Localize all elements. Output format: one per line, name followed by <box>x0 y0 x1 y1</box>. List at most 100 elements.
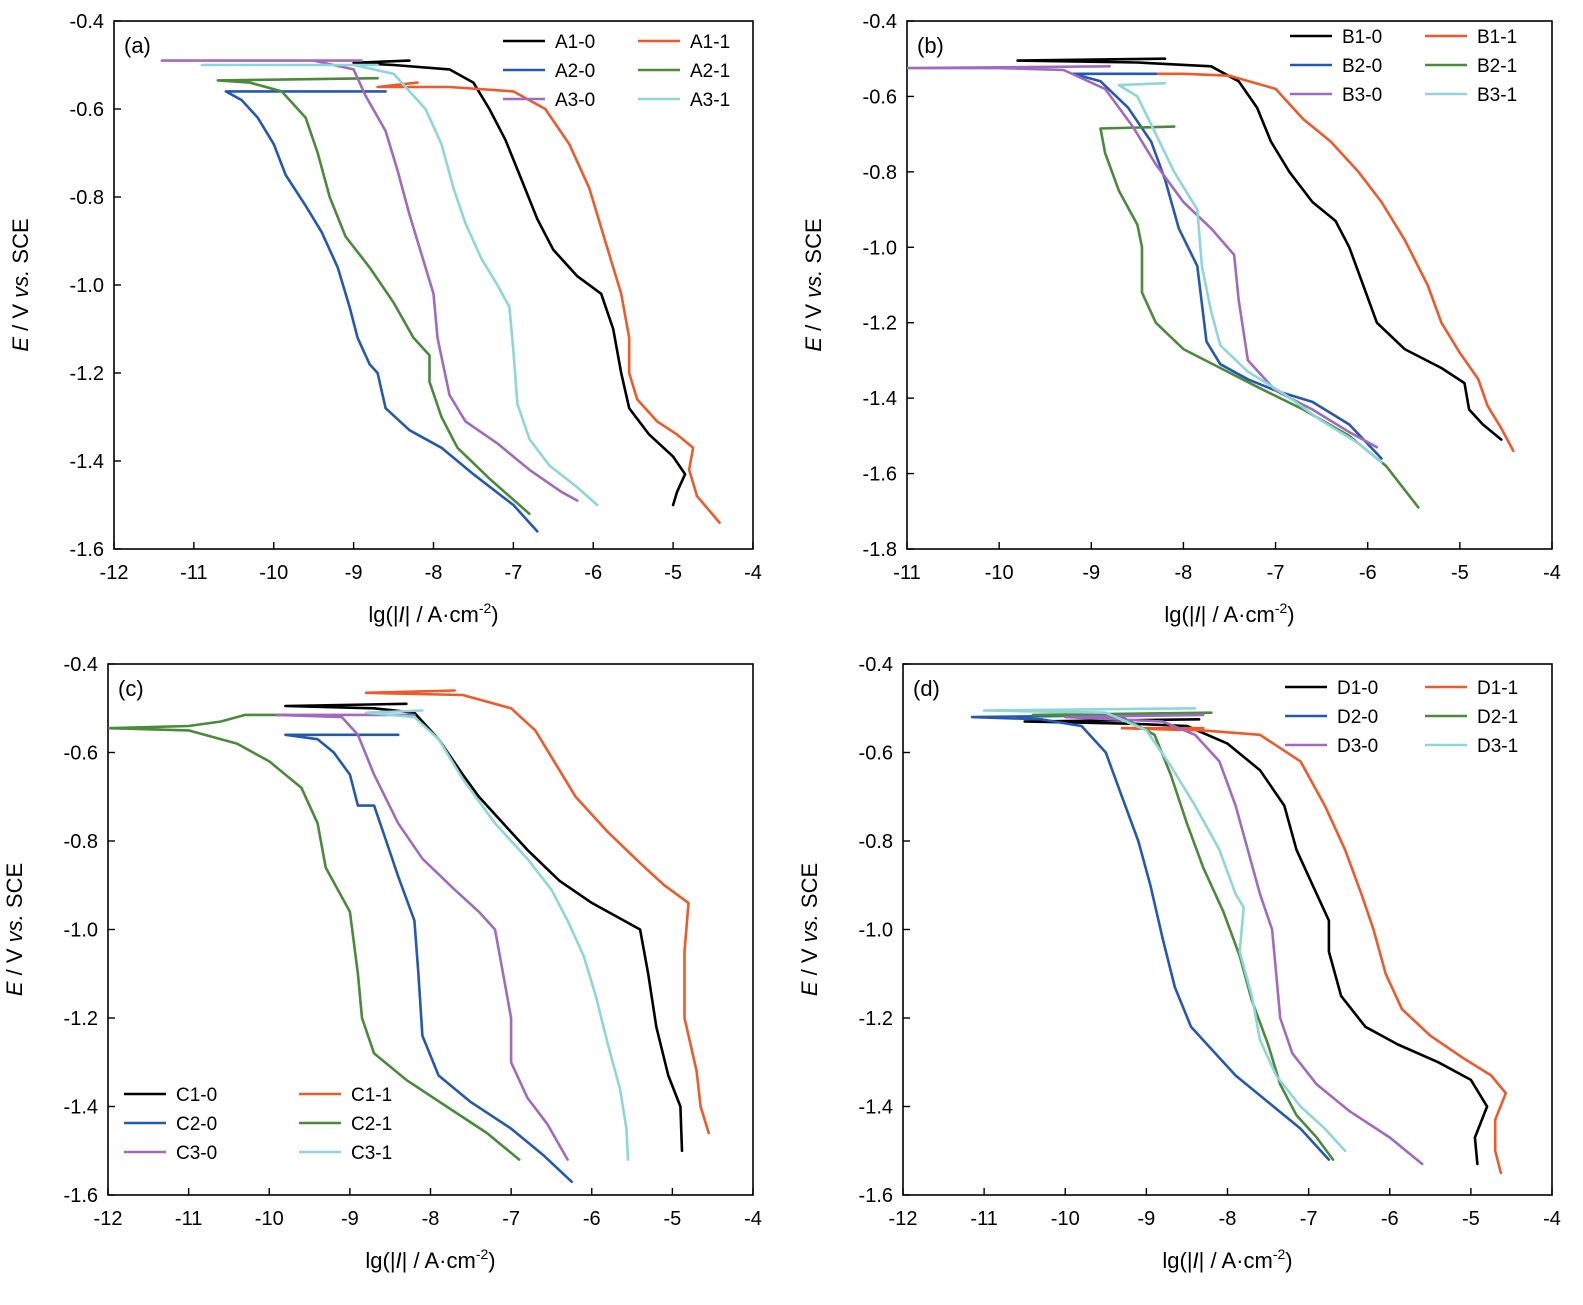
x-tick-label: -12 <box>94 1208 123 1230</box>
y-tick-label: -0.6 <box>64 743 98 765</box>
y-tick-label: -1.6 <box>70 539 104 561</box>
legend-label: C1-1 <box>351 1085 392 1106</box>
series-line-d2-1 <box>1031 711 1335 1161</box>
y-tick-label: -0.4 <box>64 654 98 676</box>
series-line-d1-1 <box>1120 726 1508 1175</box>
legend-label: A3-0 <box>555 90 595 111</box>
series-line-d1-0 <box>1023 718 1489 1166</box>
y-tick-label: -0.8 <box>64 831 98 853</box>
x-tick-label: -4 <box>1543 562 1561 584</box>
x-tick-label: -12 <box>100 562 129 584</box>
x-tick-label: -8 <box>1175 562 1193 584</box>
series-line-c3-1 <box>364 709 630 1161</box>
x-axis-title: lg(|I| / A·cm-2) <box>1164 600 1294 627</box>
series-line-d3-0 <box>1064 713 1424 1166</box>
y-tick-label: -1.0 <box>859 920 893 942</box>
x-tick-label: -10 <box>255 1208 284 1230</box>
x-tick-label: -7 <box>504 562 522 584</box>
legend-label: D2-1 <box>1477 707 1518 728</box>
x-tick-label: -7 <box>502 1208 520 1230</box>
x-axis-title: lg(|I| / A·cm-2) <box>368 600 498 627</box>
x-tick-label: -11 <box>175 1208 202 1230</box>
legend-label: D2-0 <box>1337 707 1378 728</box>
x-tick-label: -9 <box>345 562 363 584</box>
y-tick-label: -1.6 <box>64 1185 98 1207</box>
panel-label: (c) <box>118 676 144 701</box>
x-tick-label: -10 <box>1051 1208 1080 1230</box>
x-tick-label: -10 <box>985 562 1014 584</box>
x-tick-label: -6 <box>584 562 602 584</box>
x-tick-label: -4 <box>744 1208 762 1230</box>
y-axis-title: E / V vs. SCE <box>2 863 27 996</box>
y-tick-label: -1.4 <box>70 451 104 473</box>
y-tick-label: -1.2 <box>863 313 897 335</box>
legend-label: C3-0 <box>176 1143 217 1164</box>
series-line-c2-0 <box>284 733 573 1183</box>
panel-label: (b) <box>917 33 944 58</box>
series-line-d3-1 <box>982 707 1347 1153</box>
x-tick-label: -11 <box>180 562 207 584</box>
legend-label: D3-1 <box>1477 736 1518 757</box>
y-tick-label: -0.8 <box>859 831 893 853</box>
x-tick-label: -5 <box>1462 1208 1480 1230</box>
y-tick-label: -1.2 <box>64 1008 98 1030</box>
x-tick-label: -11 <box>970 1208 997 1230</box>
legend-label: A3-1 <box>690 90 730 111</box>
y-tick-label: -1.4 <box>863 388 897 410</box>
legend-label: D3-0 <box>1337 736 1378 757</box>
x-tick-label: -7 <box>1267 562 1285 584</box>
y-tick-label: -1.2 <box>70 363 104 385</box>
legend-label: B2-0 <box>1342 56 1382 77</box>
legend-label: B1-1 <box>1477 27 1517 48</box>
series-line-b3-1 <box>1117 81 1383 464</box>
y-tick-label: -0.4 <box>70 11 104 33</box>
x-tick-label: -9 <box>1082 562 1100 584</box>
legend-label: C2-0 <box>176 1114 217 1135</box>
x-tick-label: -6 <box>1381 1208 1399 1230</box>
x-tick-label: -8 <box>1219 1208 1237 1230</box>
x-tick-label: -8 <box>422 1208 440 1230</box>
series-line-a3-0 <box>160 59 579 502</box>
series-line-b1-1 <box>1154 72 1515 453</box>
chart-panel-2: -11 -10 -9 -8 -7 -6 -5 -4 -0.4 -0.6 -0.8 -1.0 -1.2 -1… <box>801 11 1561 627</box>
y-tick-label: -0.6 <box>70 99 104 121</box>
x-tick-label: -10 <box>259 562 288 584</box>
legend-label: C3-1 <box>351 1143 392 1164</box>
legend-label: A1-1 <box>690 32 730 53</box>
chart-panel-4: -12 -11 -10 -9 -8 -7 -6 -5 -4 -0.4 -0.6 -0.8 -1.0 -1.… <box>797 654 1561 1273</box>
y-tick-label: -0.8 <box>863 162 897 184</box>
legend-label: B3-1 <box>1477 85 1517 106</box>
series-line-a2-0 <box>224 90 539 533</box>
legend-label: A2-1 <box>690 61 730 82</box>
x-tick-label: -12 <box>889 1208 918 1230</box>
x-tick-label: -5 <box>664 562 682 584</box>
x-tick-label: -8 <box>425 562 443 584</box>
legend-label: C2-1 <box>351 1114 392 1135</box>
y-tick-label: -1.4 <box>64 1097 98 1119</box>
legend: A1-0 A1-1 A2-0 A2-1 A3-0 A3-1 <box>503 32 730 111</box>
panel-label: (a) <box>124 33 151 58</box>
series-line-a1-0 <box>352 59 687 507</box>
series-line-a1-1 <box>376 81 721 524</box>
x-tick-label: -5 <box>1451 562 1469 584</box>
y-tick-label: -1.6 <box>859 1185 893 1207</box>
legend-label: C1-0 <box>176 1085 217 1106</box>
legend-label: D1-0 <box>1337 678 1378 699</box>
x-tick-label: -9 <box>341 1208 359 1230</box>
legend-label: B1-0 <box>1342 27 1382 48</box>
panel-label: (d) <box>913 676 940 701</box>
y-axis-title: E / V vs. SCE <box>797 863 822 996</box>
x-tick-label: -6 <box>1359 562 1377 584</box>
legend-label: D1-1 <box>1477 678 1518 699</box>
legend-label: B2-1 <box>1477 56 1517 77</box>
plot-frame <box>906 20 1553 550</box>
chart-panel-3: -12 -11 -10 -9 -8 -7 -6 -5 -4 -0.4 -0.6 -0.8 -1.0 -1.… <box>2 654 762 1273</box>
x-tick-label: -4 <box>744 562 762 584</box>
legend: B1-0 B1-1 B2-0 B2-1 B3-0 B3-1 <box>1290 27 1517 106</box>
series-line-b1-0 <box>1016 57 1503 441</box>
x-tick-label: -6 <box>583 1208 601 1230</box>
y-tick-label: -1.0 <box>64 920 98 942</box>
y-tick-label: -1.6 <box>863 464 897 486</box>
y-tick-label: -1.8 <box>863 539 897 561</box>
